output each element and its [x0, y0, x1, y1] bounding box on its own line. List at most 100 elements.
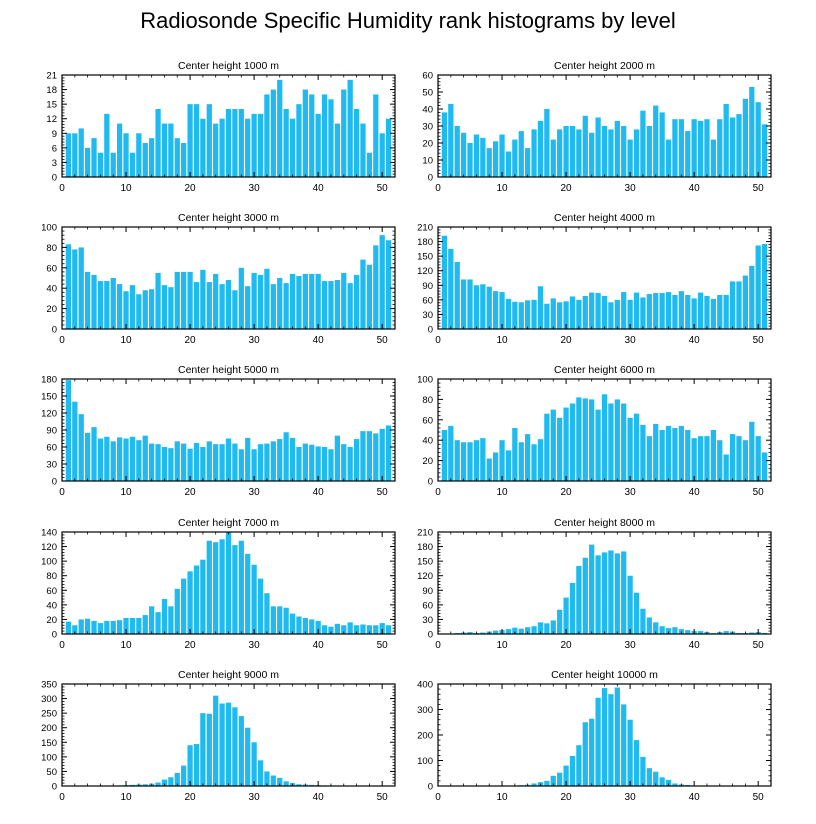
- bar: [219, 703, 225, 786]
- y-tick-label: 60: [46, 263, 57, 274]
- bar: [283, 283, 289, 329]
- bar: [264, 268, 270, 329]
- bar: [142, 784, 148, 786]
- bar: [72, 133, 78, 177]
- x-tick-label: 20: [185, 183, 197, 194]
- bar: [353, 439, 360, 481]
- bar: [373, 433, 379, 481]
- x-tick-label: 10: [496, 335, 508, 346]
- bar: [309, 619, 315, 634]
- bar: [193, 282, 200, 329]
- bar: [302, 273, 308, 329]
- bar: [296, 784, 302, 786]
- y-tick-label: 6: [52, 143, 57, 154]
- bar: [181, 765, 187, 786]
- bar: [91, 620, 97, 634]
- bar: [277, 777, 283, 786]
- bar: [582, 295, 588, 329]
- bar: [672, 295, 678, 329]
- x-tick-label: 40: [313, 335, 325, 346]
- x-tick-label: 40: [689, 792, 701, 803]
- y-tick-label: 180: [417, 237, 433, 248]
- x-tick-label: 0: [59, 792, 65, 803]
- bar: [315, 446, 321, 481]
- bar: [360, 123, 366, 177]
- bar: [206, 282, 212, 329]
- y-tick-label: 100: [417, 375, 433, 386]
- bar: [704, 436, 710, 481]
- bar: [360, 624, 366, 634]
- x-tick-label: 30: [249, 335, 261, 346]
- bar: [576, 129, 582, 177]
- bar: [264, 593, 270, 634]
- bar: [448, 103, 454, 177]
- bar: [187, 571, 193, 634]
- bar: [640, 110, 646, 177]
- x-tick-label: 10: [496, 183, 508, 194]
- bar: [283, 432, 289, 481]
- y-tick-label: 0: [428, 173, 433, 184]
- bar: [341, 272, 347, 329]
- bar: [283, 607, 289, 634]
- bar: [512, 139, 518, 177]
- bar: [505, 450, 512, 481]
- bar: [525, 300, 531, 329]
- bar: [614, 553, 620, 634]
- y-tick-label: 210: [417, 223, 433, 234]
- bar: [550, 298, 556, 329]
- y-tick-label: 0: [52, 630, 57, 641]
- bar: [161, 285, 168, 329]
- x-tick-label: 50: [753, 335, 765, 346]
- bar: [385, 240, 392, 329]
- bar: [321, 447, 328, 481]
- bar: [537, 439, 544, 481]
- bar: [193, 443, 200, 481]
- y-tick-label: 150: [417, 252, 433, 263]
- y-tick-label: 300: [41, 694, 57, 705]
- bar: [537, 622, 544, 634]
- y-tick-label: 0: [428, 477, 433, 488]
- bar: [550, 139, 556, 177]
- bar: [200, 559, 206, 634]
- bar: [193, 744, 200, 786]
- y-tick-label: 80: [422, 395, 433, 406]
- bar: [347, 79, 353, 177]
- bar: [149, 606, 155, 634]
- y-tick-label: 0: [52, 173, 57, 184]
- bar: [761, 124, 768, 177]
- bar: [531, 626, 537, 634]
- bar: [685, 295, 691, 329]
- bar: [302, 617, 308, 634]
- bar: [595, 117, 601, 177]
- y-tick-label: 90: [422, 281, 433, 292]
- y-tick-label: 40: [422, 436, 433, 447]
- y-tick-label: 100: [41, 223, 57, 234]
- y-tick-label: 150: [417, 557, 433, 568]
- bar: [302, 89, 308, 177]
- chart-panel-3: Center height 3000 m 0 10 20 30 40 50 0 20 40 60 80…: [41, 212, 396, 346]
- bar: [129, 285, 136, 329]
- bar: [749, 421, 755, 481]
- y-tick-label: 300: [417, 705, 433, 716]
- bar: [531, 783, 537, 786]
- bar: [659, 293, 665, 329]
- bar: [557, 609, 563, 634]
- bar: [65, 244, 72, 329]
- bar: [334, 280, 340, 329]
- chart-panel-1: Center height 1000 m 0 10 20 30 40 50 0 3 6 9 12 15 1…: [46, 60, 396, 194]
- bar: [697, 436, 704, 481]
- chart-title: Center height 5000 m: [178, 364, 279, 376]
- bar: [653, 622, 659, 634]
- chart-panel-6: Center height 6000 m 0 10 20 30 40 50 0 20 40 60 80…: [417, 364, 772, 498]
- bar: [499, 440, 505, 481]
- bar: [309, 273, 315, 329]
- bar: [270, 89, 276, 177]
- y-tick-label: 200: [417, 731, 433, 742]
- bar: [97, 438, 104, 481]
- bar: [187, 104, 193, 177]
- bar: [480, 438, 486, 481]
- y-tick-label: 120: [41, 409, 57, 420]
- bar: [569, 755, 576, 786]
- bar: [213, 695, 219, 786]
- bar: [608, 129, 614, 177]
